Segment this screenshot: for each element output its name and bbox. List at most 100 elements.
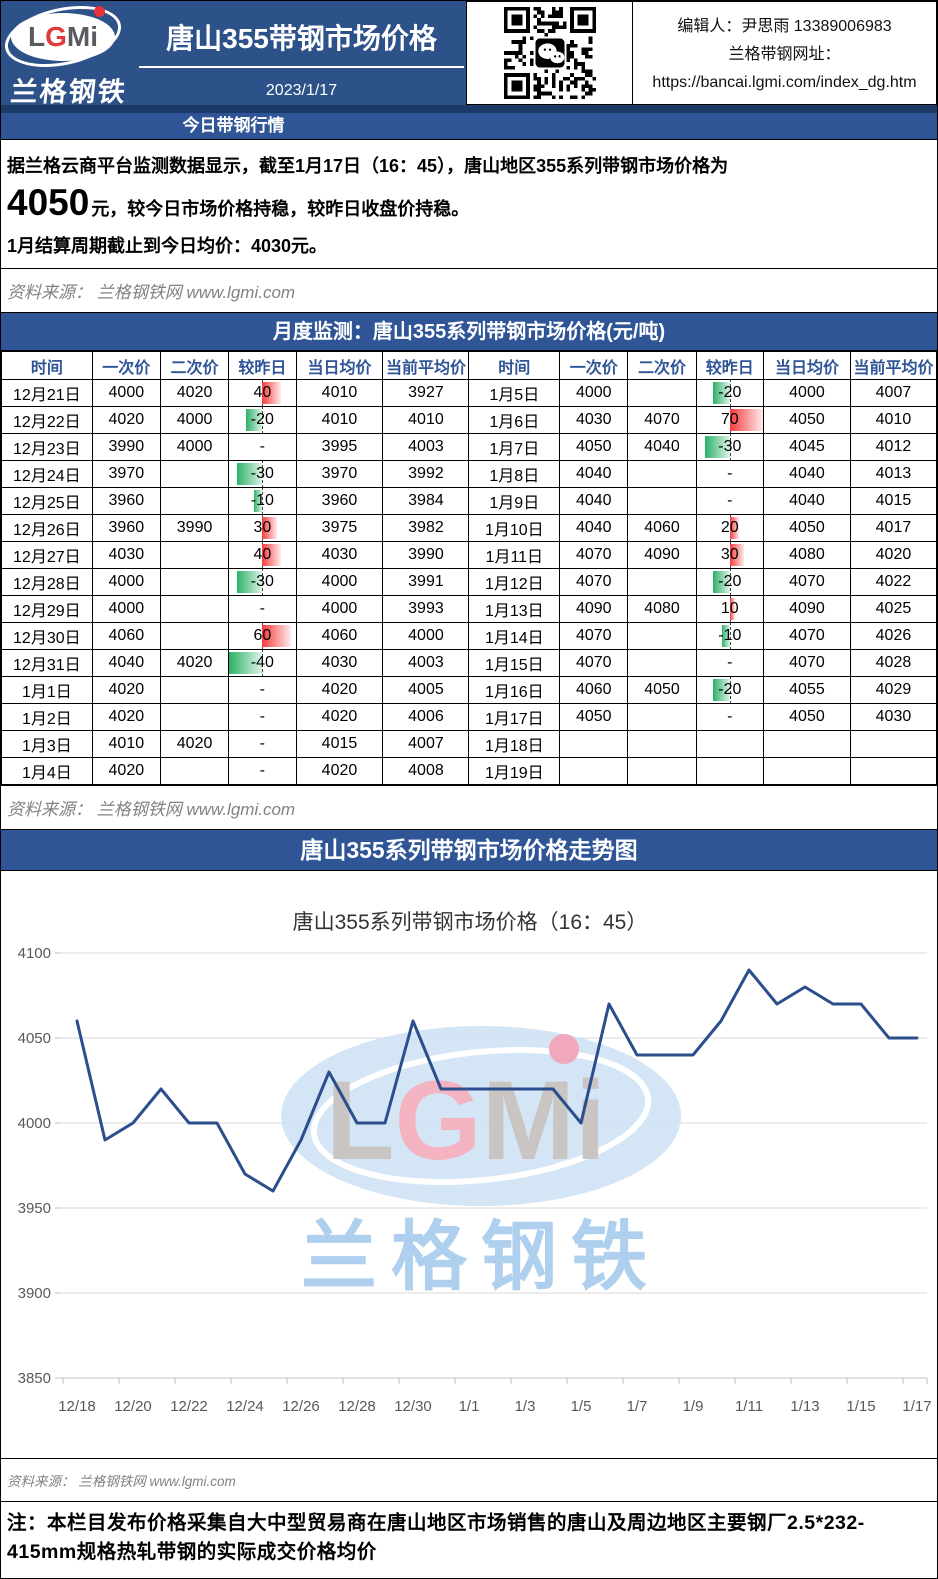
databar-axis: [262, 488, 264, 514]
x-tick-label: 12/30: [394, 1398, 432, 1415]
today-summary: 据兰格云商平台监测数据显示，截至1月17日（16：45），唐山地区355系列带钢…: [1, 140, 937, 268]
table-cell: 4045: [762, 433, 851, 461]
table-cell: 4007: [382, 730, 470, 758]
table-cell: 4090: [762, 595, 851, 623]
change-cell: -30: [228, 460, 297, 488]
down-databar: [713, 571, 730, 593]
table-cell: 4040: [559, 460, 629, 488]
table-cell: 1月15日: [468, 649, 561, 677]
table-cell: 1月8日: [468, 460, 561, 488]
change-cell: -20: [228, 406, 297, 434]
change-value: -10: [718, 627, 742, 644]
table-cell: 1月7日: [468, 433, 561, 461]
table-cell: 1月10日: [468, 514, 561, 542]
table-cell: 1月12日: [468, 568, 561, 596]
change-value: -20: [250, 411, 274, 428]
summary-line-2-rest: 元，较今日市场价格持稳，较昨日收盘价持稳。: [91, 199, 470, 219]
table-cell: 4030: [559, 406, 629, 434]
down-databar: [713, 382, 730, 404]
table-cell: 1月16日: [468, 676, 561, 704]
qr-code: [466, 1, 633, 105]
table-row: 12月27日 4030 40 4030 3990 1月11日 4070 4090 30 4080 4…: [1, 541, 938, 569]
table-cell: [762, 757, 851, 785]
table-cell: 3990: [159, 514, 230, 542]
table-cell: 4000: [762, 379, 851, 407]
table-cell: 4020: [91, 406, 161, 434]
databar-axis: [262, 569, 264, 595]
col-header-price2: 二次价: [627, 351, 697, 380]
table-cell: 4000: [295, 595, 384, 623]
change-cell: 60: [228, 622, 297, 650]
table-cell: 1月18日: [468, 730, 561, 758]
table-cell: 4040: [627, 433, 697, 461]
table-row: 12月29日 4000-4000 3993 1月13日 4090 4080 10 4090 40…: [1, 595, 938, 623]
table-cell: 12月30日: [1, 622, 93, 650]
change-cell: 30: [228, 514, 297, 542]
col-header-day-avg: 当日均价: [762, 351, 851, 380]
col-header-change: 较昨日: [695, 351, 764, 380]
table-cell: [627, 703, 697, 731]
table-cell: 4050: [559, 433, 629, 461]
change-cell: -10: [228, 487, 297, 515]
change-value: -: [259, 762, 265, 779]
table-cell: 4040: [762, 487, 851, 515]
table-cell: 3992: [382, 460, 470, 488]
source-line-2: 资料来源： 兰格钢铁网 www.lgmi.com: [1, 785, 937, 829]
report-date: 2023/1/17: [265, 82, 338, 99]
table-cell: 12月31日: [1, 649, 93, 677]
table-cell: 4028: [849, 649, 938, 677]
change-value: 40: [253, 546, 272, 563]
col-header-time: 时间: [468, 351, 561, 380]
table-cell: 3970: [295, 460, 384, 488]
x-tick-label: 12/22: [170, 1398, 208, 1415]
change-cell: 20: [695, 514, 764, 542]
table-cell: 12月24日: [1, 460, 93, 488]
change-cell: [695, 757, 764, 785]
change-cell: -: [228, 703, 297, 731]
change-cell: -: [695, 487, 764, 515]
table-cell: 4055: [762, 676, 851, 704]
down-databar: [721, 625, 730, 647]
table-cell: [849, 757, 938, 785]
logo-letter-g: G: [45, 21, 67, 52]
table-cell: 4060: [91, 622, 161, 650]
table-cell: [627, 379, 697, 407]
table-cell: 4070: [559, 568, 629, 596]
watermark-ring: [310, 1046, 652, 1186]
x-tick-label: 12/28: [338, 1398, 376, 1415]
table-cell: [559, 757, 629, 785]
table-cell: [159, 487, 230, 515]
logo-letter-l: L: [28, 21, 46, 52]
change-cell: -: [228, 595, 297, 623]
change-cell: -30: [228, 568, 297, 596]
table-header-row: 时间 一次价 二次价 较昨日 当日均价 当前平均价 时间 一次价 二次价 较昨日…: [1, 351, 938, 380]
table-cell: 12月25日: [1, 487, 93, 515]
table-row: 12月28日 4000 -30 4000 3991 1月12日 4070 -20 4070 402…: [1, 568, 938, 596]
change-cell: 40: [228, 541, 297, 569]
table-cell: 12月22日: [1, 406, 93, 434]
trend-chart-box: 3850 3900 3950 4000 4050 4100 LGMi 兰格钢铁 唐山355系列带…: [1, 871, 937, 1458]
table-cell: 1月3日: [1, 730, 93, 758]
table-cell: 3982: [382, 514, 470, 542]
col-header-day-avg: 当日均价: [295, 351, 384, 380]
table-cell: 1月5日: [468, 379, 561, 407]
x-tick-label: 12/20: [114, 1398, 152, 1415]
watermark-cn-text: 兰格钢铁: [301, 1215, 661, 1300]
table-cell: 4000: [91, 379, 161, 407]
table-cell: 4070: [627, 406, 697, 434]
table-cell: 4003: [382, 433, 470, 461]
change-value: 60: [253, 627, 272, 644]
change-value: -20: [718, 384, 742, 401]
change-value: -30: [250, 465, 274, 482]
site-label: 兰格带钢网址：: [728, 46, 841, 63]
chart-title-bar: 唐山355系列带钢市场价格走势图: [1, 829, 937, 871]
change-value: 70: [720, 411, 739, 428]
summary-line-2: 4050 元，较今日市场价格持稳，较昨日收盘价持稳。: [7, 182, 931, 224]
footer-note: 注：本栏目发布价格采集自大中型贸易商在唐山地区市场销售的唐山及周边地区主要钢厂2…: [1, 1501, 937, 1578]
table-cell: 4020: [91, 703, 161, 731]
table-cell: 4000: [382, 622, 470, 650]
change-cell: 30: [695, 541, 764, 569]
site-url-link[interactable]: https://bancai.lgmi.com/index_dg.htm: [652, 74, 917, 91]
change-value: -: [259, 708, 265, 725]
